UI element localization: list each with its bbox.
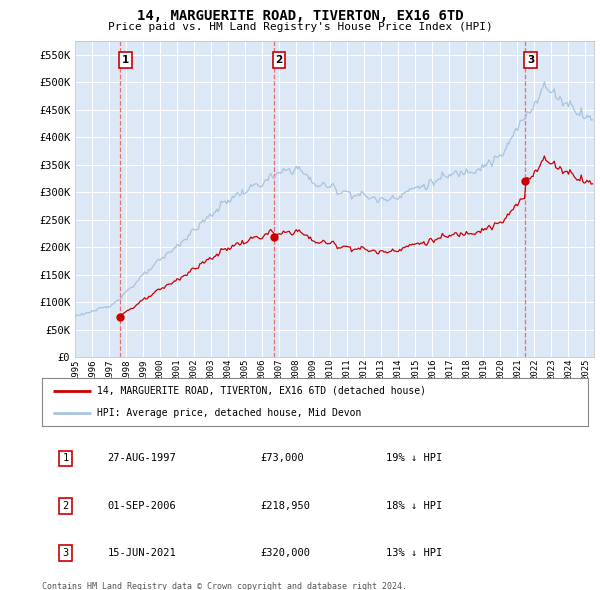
Text: 2: 2 — [275, 55, 283, 65]
Text: 13% ↓ HPI: 13% ↓ HPI — [386, 548, 442, 558]
Text: 27-AUG-1997: 27-AUG-1997 — [107, 454, 176, 463]
Text: Price paid vs. HM Land Registry's House Price Index (HPI): Price paid vs. HM Land Registry's House … — [107, 22, 493, 32]
Text: 19% ↓ HPI: 19% ↓ HPI — [386, 454, 442, 463]
Text: 1: 1 — [122, 55, 129, 65]
Text: £73,000: £73,000 — [260, 454, 304, 463]
Text: 15-JUN-2021: 15-JUN-2021 — [107, 548, 176, 558]
Text: 3: 3 — [62, 548, 68, 558]
Text: 1: 1 — [62, 454, 68, 463]
Text: 18% ↓ HPI: 18% ↓ HPI — [386, 501, 442, 510]
Text: 3: 3 — [527, 55, 534, 65]
Text: Contains HM Land Registry data © Crown copyright and database right 2024.: Contains HM Land Registry data © Crown c… — [42, 582, 407, 590]
Text: 14, MARGUERITE ROAD, TIVERTON, EX16 6TD (detached house): 14, MARGUERITE ROAD, TIVERTON, EX16 6TD … — [97, 386, 425, 396]
Text: 14, MARGUERITE ROAD, TIVERTON, EX16 6TD: 14, MARGUERITE ROAD, TIVERTON, EX16 6TD — [137, 9, 463, 23]
Text: £218,950: £218,950 — [260, 501, 310, 510]
Text: 2: 2 — [62, 501, 68, 510]
Text: HPI: Average price, detached house, Mid Devon: HPI: Average price, detached house, Mid … — [97, 408, 361, 418]
Text: £320,000: £320,000 — [260, 548, 310, 558]
Text: 01-SEP-2006: 01-SEP-2006 — [107, 501, 176, 510]
